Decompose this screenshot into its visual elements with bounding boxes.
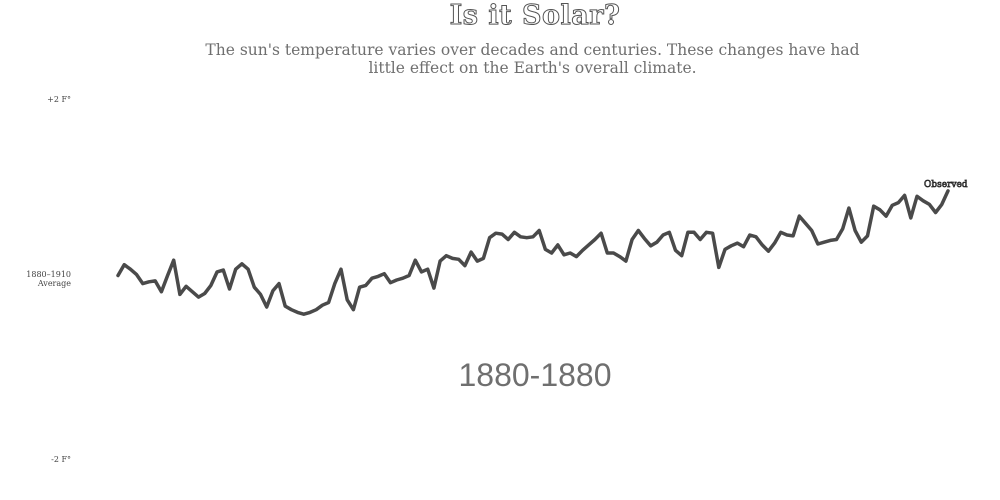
y-tick-top: +2 F° — [47, 95, 71, 104]
series-line-observed — [116, 189, 950, 316]
series-layer: Observed — [116, 180, 968, 316]
y-tick-bottom: -2 F° — [51, 455, 71, 464]
series-label-observed: Observed — [924, 180, 968, 190]
chart-subtitle: The sun's temperature varies over decade… — [205, 41, 860, 77]
y-tick-baseline-line2: Average — [37, 279, 71, 288]
period-label: 1880-1880 — [458, 357, 612, 393]
y-tick-baseline-line1: 1880–1910 — [26, 270, 71, 279]
y-tick-baseline: 1880–1910 Average — [26, 270, 71, 288]
chart-title: Is it Solar? — [449, 0, 621, 32]
